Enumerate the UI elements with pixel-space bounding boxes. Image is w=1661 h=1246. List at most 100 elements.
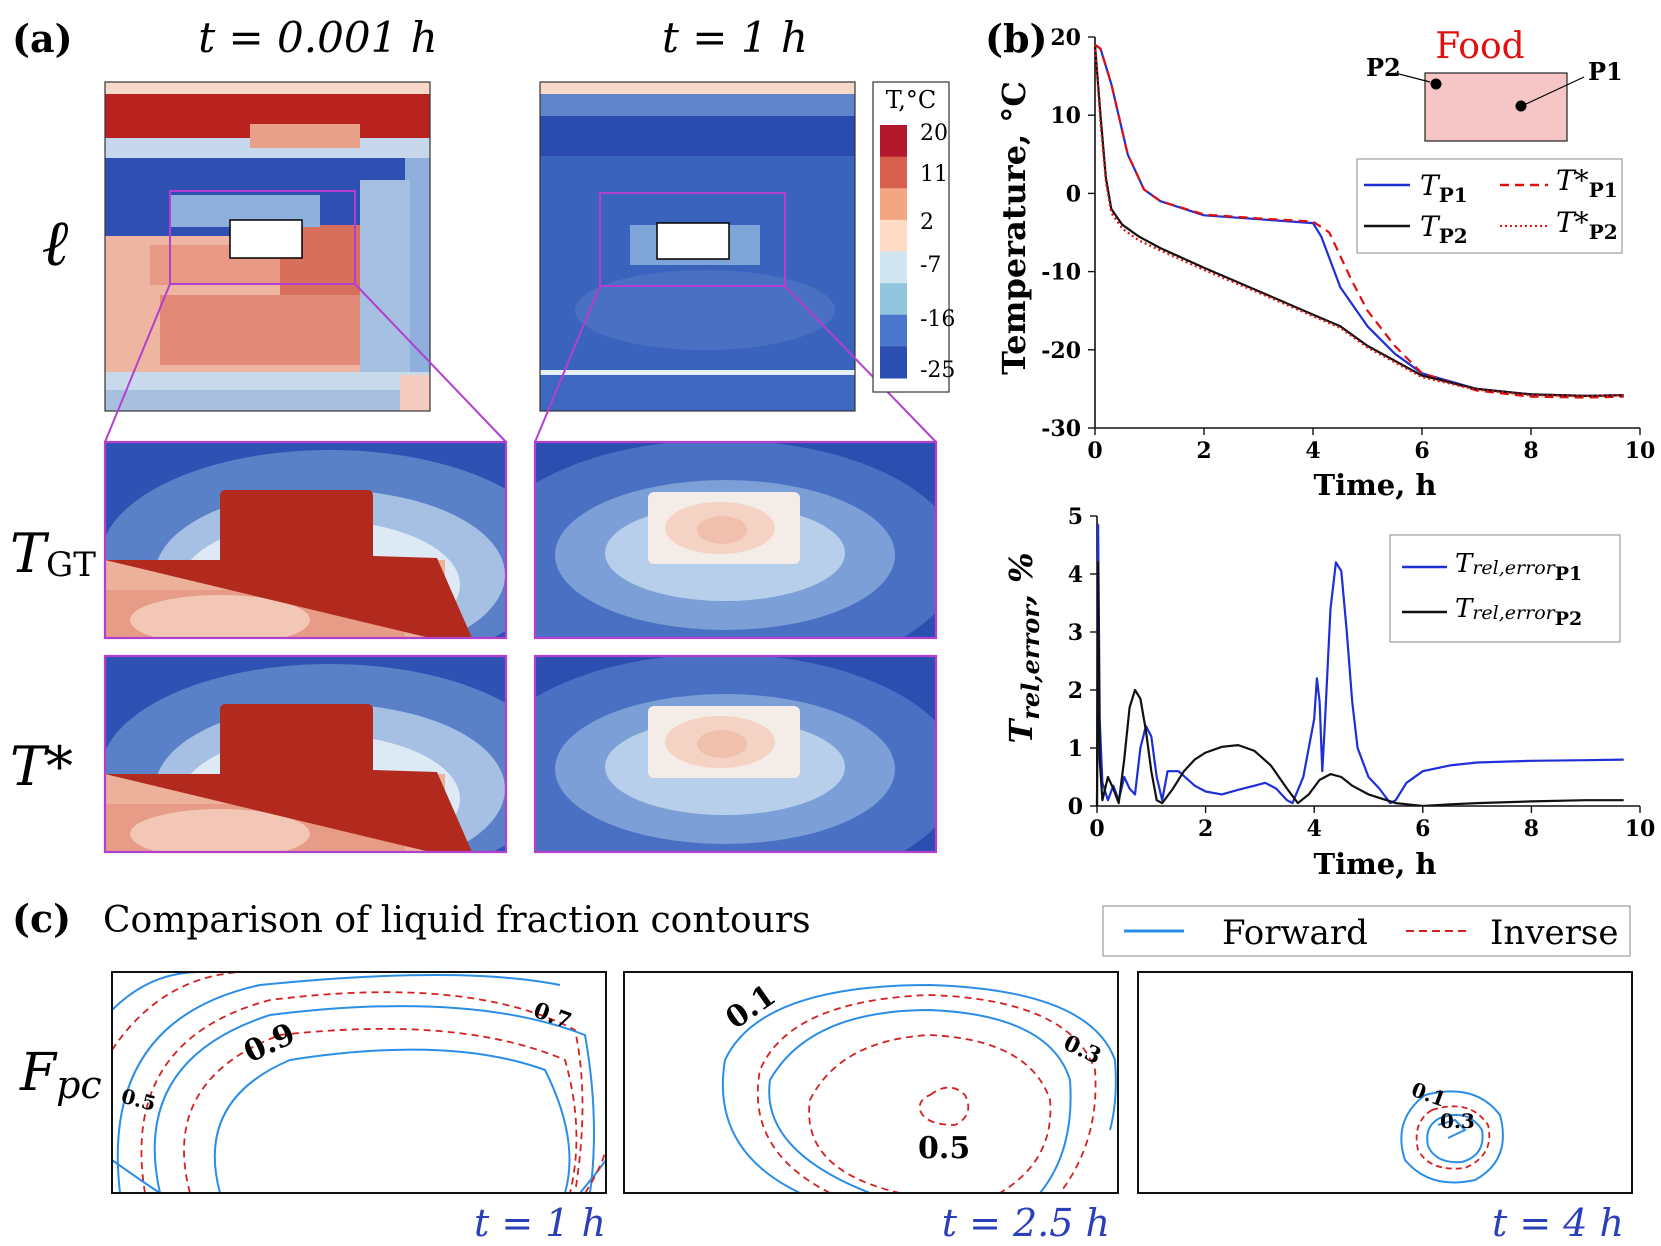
time-label-a2: t = 1 h	[662, 13, 808, 62]
panel-c-label: (c)	[12, 896, 71, 941]
colorbar-tick: 20	[920, 121, 948, 146]
x-tick-label: 10	[1625, 438, 1656, 464]
error-legend: Trel,errorP1 Trel,errorP2	[1389, 534, 1621, 643]
time-label-a1: t = 0.001 h	[198, 13, 437, 62]
row-label-prediction: T*	[10, 735, 73, 798]
contour-panel-t1	[112, 972, 606, 1193]
field-map-frame-1	[104, 81, 431, 412]
colorbar-tick: -16	[920, 307, 955, 332]
panel-c-ylabel: Fpc	[19, 1043, 102, 1107]
series-line-t-rel-error-p2	[1095, 561, 1624, 806]
contour-frame-3	[1137, 971, 1633, 1194]
temperature-xlabel: Time, h	[1313, 468, 1436, 502]
zoom-frame-3	[103, 654, 508, 854]
x-tick-label: 0	[1087, 438, 1102, 464]
y-tick-label: 1	[1068, 736, 1083, 762]
field-map-t1	[540, 82, 855, 411]
y-tick-label: 20	[1050, 25, 1081, 51]
legend-tstar-p2: T*P2	[1556, 206, 1618, 244]
temperature-legend: TP1 T*P1 TP2 T*P2	[1356, 158, 1623, 254]
legend-inverse: Inverse	[1490, 913, 1618, 953]
error-ylabel: Trel,error, %	[1002, 552, 1045, 743]
temperature-ylabel: Temperature, °C	[995, 81, 1033, 375]
x-tick-label: 6	[1415, 816, 1430, 842]
zoom-connectors	[104, 283, 937, 443]
row-label-ground-truth: TGT	[10, 522, 96, 585]
x-tick-label: 6	[1414, 438, 1429, 464]
series-line-t-p2	[1093, 44, 1624, 397]
relative-error-chart: Trel,error, % Time, h 0 2 4 6 8 10 0 1 2 3 4 5 Trel…	[1002, 504, 1655, 881]
x-tick-label: 0	[1089, 816, 1104, 842]
legend-forward: Forward	[1222, 913, 1368, 953]
panel-b-label: (b)	[985, 16, 1048, 61]
colorbar-title: T,°C	[886, 86, 936, 114]
colorbar-swatch	[880, 188, 907, 221]
contour-time-1: t = 1 h	[474, 1201, 606, 1245]
field-map-t0001	[105, 82, 430, 411]
contour-label: 0.1	[720, 978, 783, 1037]
label-p1: P1	[1588, 57, 1623, 86]
y-tick-label: 5	[1068, 504, 1083, 530]
y-tick-label: 3	[1068, 620, 1083, 646]
series-line-t-rel-error-p1	[1095, 523, 1624, 806]
x-tick-label: 2	[1198, 816, 1213, 842]
zoom-pred-t0001	[105, 656, 506, 852]
y-tick-label: -20	[1041, 338, 1081, 364]
zoom-gt-t1	[535, 442, 936, 638]
x-tick-label: 4	[1307, 816, 1322, 842]
zoom-box-1	[169, 190, 356, 285]
x-tick-label: 8	[1523, 438, 1538, 464]
colorbar-swatch	[880, 283, 907, 316]
colorbar: T,°C 20 11 2 -7 -16 -25	[872, 81, 955, 393]
contour-label: 0.3	[1440, 1109, 1475, 1133]
contour-label: 0.5	[918, 1131, 970, 1166]
series-line-t-p1	[1094, 43, 1624, 399]
y-tick-label: 0	[1066, 181, 1081, 207]
contour-label: 0.9	[239, 1016, 301, 1070]
zoom-frame-4	[533, 654, 938, 854]
contour-label: 0.3	[1059, 1030, 1105, 1070]
zoom-pred-t1	[535, 656, 936, 852]
error-xlabel: Time, h	[1313, 847, 1436, 881]
contour-panel-t4	[1400, 1090, 1504, 1184]
y-tick-label: -10	[1041, 260, 1081, 286]
field-map-frame-2	[539, 81, 856, 412]
food-box	[1424, 72, 1568, 142]
colorbar-tick: -7	[920, 253, 941, 278]
point-p2	[1430, 78, 1442, 90]
contour-time-3: t = 4 h	[1492, 1201, 1624, 1245]
contour-time-2: t = 2.5 h	[942, 1201, 1110, 1245]
legend-tstar-p1: T*P1	[1556, 164, 1618, 202]
colorbar-swatch	[880, 219, 907, 252]
contour-panel-t25	[721, 983, 1117, 1193]
y-tick-label: 2	[1068, 678, 1083, 704]
colorbar-tick: -25	[920, 358, 955, 383]
colorbar-swatch	[880, 125, 907, 158]
zoom-box-2	[599, 192, 786, 287]
contour-label: 0.5	[119, 1084, 159, 1116]
label-p2: P2	[1366, 53, 1401, 82]
zoom-gt-t0001	[105, 442, 506, 638]
contour-frame-1	[111, 971, 607, 1194]
y-tick-label: -30	[1041, 416, 1081, 442]
contour-frame-2	[623, 971, 1119, 1194]
y-tick-label: 10	[1050, 103, 1081, 129]
inset-title: Food	[1435, 26, 1524, 67]
colorbar-swatch	[880, 251, 907, 284]
colorbar-swatch	[880, 156, 907, 189]
row-label-liquid: ℓ	[42, 207, 69, 281]
x-tick-label: 8	[1524, 816, 1539, 842]
food-inset: Food P2 P1	[1366, 26, 1623, 142]
contour-legend: Forward Inverse	[1102, 905, 1631, 957]
panel-c-title: Comparison of liquid fraction contours	[103, 900, 811, 941]
colorbar-swatch	[880, 314, 907, 347]
y-tick-label: 0	[1068, 794, 1083, 820]
zoom-frame-2	[533, 440, 938, 640]
x-tick-label: 10	[1625, 816, 1656, 842]
temperature-chart: Temperature, °C Time, h 0 2 4 6 8 10 20 10 0 -10 -…	[995, 25, 1655, 502]
y-tick-label: 4	[1068, 562, 1083, 588]
zoom-frame-1	[103, 440, 508, 640]
x-tick-label: 4	[1305, 438, 1320, 464]
colorbar-tick: 11	[920, 162, 948, 187]
